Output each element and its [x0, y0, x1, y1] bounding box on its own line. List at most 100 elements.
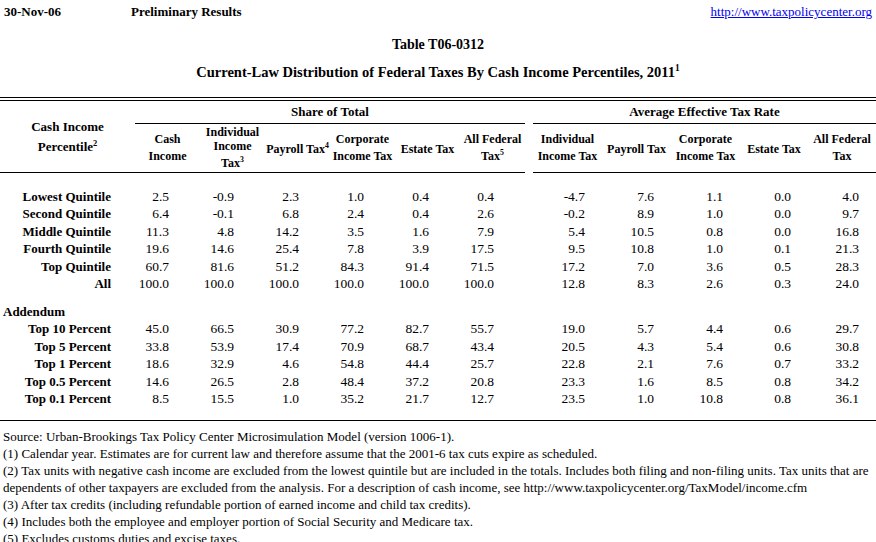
value-cell: 20.8 — [460, 373, 525, 391]
value-cell: 35.2 — [330, 390, 395, 408]
value-cell: 21.3 — [808, 240, 876, 258]
value-cell: 19.6 — [135, 240, 200, 258]
value-cell: 9.5 — [533, 240, 602, 258]
value-cell: 100.0 — [200, 275, 265, 293]
group-header-share-of-total: Share of Total — [135, 99, 525, 124]
value-cell: -4.7 — [533, 188, 602, 206]
table-row: Top 1 Percent18.632.94.654.844.425.722.8… — [0, 355, 876, 373]
group-header-row: Cash Income Percentile2 Share of Total A… — [0, 99, 876, 124]
column-gap — [525, 99, 533, 173]
value-cell: 10.8 — [671, 390, 740, 408]
value-cell: 0.8 — [740, 373, 808, 391]
value-cell: 15.5 — [200, 390, 265, 408]
site-link[interactable]: http://www.taxpolicycenter.org — [711, 4, 872, 20]
value-cell: 2.4 — [330, 205, 395, 223]
page-title: Table T06-0312 — [0, 37, 876, 53]
value-cell: 8.9 — [602, 205, 671, 223]
value-cell: 34.2 — [808, 373, 876, 391]
column-gap — [525, 338, 533, 356]
value-cell: 0.7 — [740, 355, 808, 373]
value-cell: 28.3 — [808, 258, 876, 276]
value-cell: 20.5 — [533, 338, 602, 356]
table-row: Top 0.1 Percent8.515.51.035.221.712.723.… — [0, 390, 876, 408]
value-cell: 3.9 — [395, 240, 460, 258]
table-gap-row — [0, 172, 876, 188]
value-cell: 1.0 — [671, 205, 740, 223]
table-body: Lowest Quintile2.5-0.92.31.00.40.4-4.77.… — [0, 172, 876, 420]
col-header-avg-estate-tax: Estate Tax — [740, 123, 808, 172]
value-cell: 1.0 — [265, 390, 330, 408]
value-cell: 36.1 — [808, 390, 876, 408]
value-cell: 9.7 — [808, 205, 876, 223]
value-cell: 82.7 — [395, 320, 460, 338]
value-cell: 17.2 — [533, 258, 602, 276]
value-cell: 100.0 — [330, 275, 395, 293]
value-cell: 37.2 — [395, 373, 460, 391]
col-header-avg-corporate-income-tax: Corporate Income Tax — [671, 123, 740, 172]
col-header-share-all-federal-tax: All Federal Tax5 — [460, 123, 525, 172]
table-row: Fourth Quintile19.614.625.47.83.917.59.5… — [0, 240, 876, 258]
value-cell: 1.0 — [602, 390, 671, 408]
value-cell: 44.4 — [395, 355, 460, 373]
value-cell: 2.6 — [671, 275, 740, 293]
value-cell: 10.8 — [602, 240, 671, 258]
value-cell: 30.9 — [265, 320, 330, 338]
footnote-2: (2) Tax units with negative cash income … — [3, 462, 873, 496]
value-cell: 22.8 — [533, 355, 602, 373]
value-cell: 12.7 — [460, 390, 525, 408]
value-cell: 0.1 — [740, 240, 808, 258]
value-cell: -0.9 — [200, 188, 265, 206]
table-row: Lowest Quintile2.5-0.92.31.00.40.4-4.77.… — [0, 188, 876, 206]
document-header: 30-Nov-06 Preliminary Results http://www… — [0, 0, 876, 20]
column-gap — [525, 223, 533, 241]
row-label: Top Quintile — [0, 258, 135, 276]
value-cell: 23.3 — [533, 373, 602, 391]
value-cell: 4.3 — [602, 338, 671, 356]
value-cell: 55.7 — [460, 320, 525, 338]
value-cell: 4.6 — [265, 355, 330, 373]
value-cell: 68.7 — [395, 338, 460, 356]
column-gap — [525, 275, 533, 293]
value-cell: 7.8 — [330, 240, 395, 258]
table-head: Cash Income Percentile2 Share of Total A… — [0, 99, 876, 173]
value-cell: 14.6 — [200, 240, 265, 258]
value-cell: 48.4 — [330, 373, 395, 391]
value-cell: 77.2 — [330, 320, 395, 338]
table-row: Top 10 Percent45.066.530.977.282.755.719… — [0, 320, 876, 338]
value-cell: 14.2 — [265, 223, 330, 241]
value-cell: 0.6 — [740, 320, 808, 338]
group-header-average-effective-tax-rate: Average Effective Tax Rate — [533, 99, 876, 124]
value-cell: 33.2 — [808, 355, 876, 373]
row-label: Middle Quintile — [0, 223, 135, 241]
value-cell: 23.5 — [533, 390, 602, 408]
table-row: Middle Quintile11.34.814.23.51.67.95.410… — [0, 223, 876, 241]
value-cell: 53.9 — [200, 338, 265, 356]
value-cell: 45.0 — [135, 320, 200, 338]
table-row: Second Quintile6.4-0.16.82.40.42.6-0.28.… — [0, 205, 876, 223]
tax-table: Cash Income Percentile2 Share of Total A… — [0, 97, 876, 421]
value-cell: 0.3 — [740, 275, 808, 293]
table-row: Top Quintile60.781.651.284.391.471.517.2… — [0, 258, 876, 276]
value-cell: 5.7 — [602, 320, 671, 338]
value-cell: 0.4 — [395, 188, 460, 206]
value-cell: 18.6 — [135, 355, 200, 373]
value-cell: -0.1 — [200, 205, 265, 223]
value-cell: 17.4 — [265, 338, 330, 356]
value-cell: 33.8 — [135, 338, 200, 356]
value-cell: 0.0 — [740, 188, 808, 206]
value-cell: 24.0 — [808, 275, 876, 293]
value-cell: 11.3 — [135, 223, 200, 241]
value-cell: 1.6 — [395, 223, 460, 241]
value-cell: 4.0 — [808, 188, 876, 206]
value-cell: 8.5 — [671, 373, 740, 391]
row-label: Fourth Quintile — [0, 240, 135, 258]
table-gap — [0, 293, 876, 303]
value-cell: 26.5 — [200, 373, 265, 391]
value-cell: 3.6 — [671, 258, 740, 276]
value-cell: 17.5 — [460, 240, 525, 258]
footnote-3: (3) After tax credits (including refunda… — [3, 496, 873, 513]
table-gap — [0, 408, 876, 421]
value-cell: 2.5 — [135, 188, 200, 206]
table-row: All100.0100.0100.0100.0100.0100.012.88.3… — [0, 275, 876, 293]
row-label: Top 10 Percent — [0, 320, 135, 338]
